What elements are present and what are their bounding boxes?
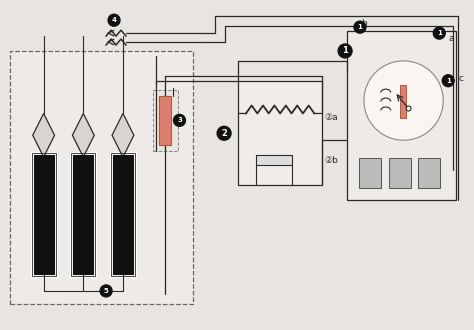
Text: 1: 1 — [342, 47, 348, 55]
Bar — [72, 153, 95, 276]
Bar — [238, 81, 322, 185]
Text: 5: 5 — [104, 288, 109, 294]
Text: ②a: ②a — [324, 113, 338, 122]
Text: c: c — [458, 74, 463, 83]
Circle shape — [108, 14, 120, 26]
Bar — [34, 155, 54, 274]
Circle shape — [433, 27, 445, 39]
Bar — [111, 153, 135, 276]
Text: 1: 1 — [437, 30, 442, 36]
Text: 1: 1 — [446, 78, 451, 84]
Circle shape — [338, 44, 352, 58]
Bar — [111, 153, 135, 276]
Bar — [400, 85, 406, 118]
Text: 2: 2 — [221, 129, 227, 138]
Bar — [256, 155, 292, 165]
Bar — [347, 31, 456, 200]
Text: 4: 4 — [111, 17, 117, 23]
Bar — [32, 153, 55, 276]
Polygon shape — [73, 114, 94, 157]
Text: a: a — [448, 34, 454, 43]
Circle shape — [354, 21, 366, 33]
Bar — [389, 158, 410, 188]
Circle shape — [217, 126, 231, 140]
Circle shape — [364, 61, 443, 140]
Bar — [113, 155, 133, 274]
Bar — [32, 153, 55, 276]
Text: 3: 3 — [177, 117, 182, 123]
Text: ②b: ②b — [324, 155, 338, 165]
Circle shape — [100, 285, 112, 297]
Polygon shape — [33, 114, 55, 157]
Bar — [159, 96, 171, 145]
Bar — [73, 155, 93, 274]
Bar — [419, 158, 440, 188]
Circle shape — [442, 75, 454, 87]
Bar — [10, 51, 193, 304]
Text: 1: 1 — [357, 24, 363, 30]
Text: b: b — [361, 19, 367, 28]
Bar — [153, 90, 179, 151]
Bar — [359, 158, 381, 188]
Polygon shape — [112, 114, 134, 157]
Circle shape — [173, 115, 185, 126]
Bar — [72, 153, 95, 276]
